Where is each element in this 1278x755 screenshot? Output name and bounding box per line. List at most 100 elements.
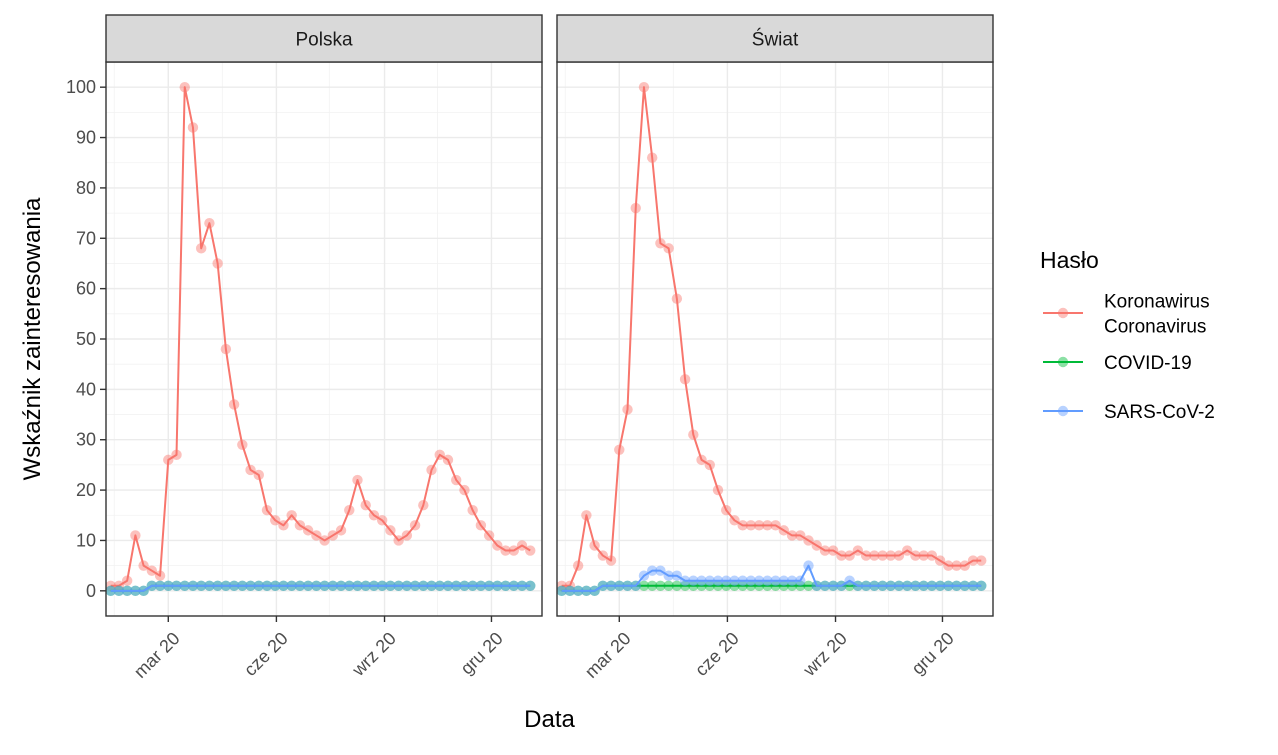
data-point-sars-cov-2 (827, 580, 839, 591)
data-point-koronawirus (572, 560, 584, 571)
data-point-sars-cov-2 (943, 580, 954, 591)
data-point-sars-cov-2 (614, 580, 625, 591)
data-point-koronawirus (844, 550, 855, 561)
y-tick-label: 20 (76, 480, 96, 500)
data-point-koronawirus (261, 505, 273, 516)
data-point-sars-cov-2 (426, 580, 437, 591)
data-point-sars-cov-2 (270, 580, 281, 591)
data-point-sars-cov-2 (910, 580, 921, 591)
data-point-sars-cov-2 (646, 565, 658, 576)
data-point-koronawirus (352, 474, 363, 486)
data-point-koronawirus (385, 525, 396, 536)
data-point-koronawirus (679, 374, 691, 385)
data-point-koronawirus (360, 500, 371, 511)
data-point-sars-cov-2 (729, 575, 740, 586)
data-point-sars-cov-2 (745, 575, 757, 586)
data-point-koronawirus (581, 510, 592, 521)
data-point-koronawirus (253, 469, 264, 481)
data-point-koronawirus (311, 530, 322, 541)
data-point-koronawirus (500, 545, 511, 556)
data-point-covid-19 (704, 580, 715, 591)
data-point-koronawirus (910, 550, 921, 561)
data-point-covid-19 (638, 580, 650, 591)
data-point-sars-cov-2 (311, 580, 322, 591)
y-tick-label: 40 (76, 379, 96, 399)
data-point-sars-cov-2 (483, 580, 495, 591)
data-point-sars-cov-2 (671, 570, 683, 581)
data-point-koronawirus (187, 122, 199, 133)
y-tick-label: 50 (76, 329, 96, 349)
data-point-covid-19 (729, 580, 740, 591)
data-point-sars-cov-2 (893, 580, 905, 591)
data-point-koronawirus (245, 464, 256, 476)
data-point-koronawirus (762, 520, 773, 531)
data-point-sars-cov-2 (442, 580, 454, 591)
data-point-sars-cov-2 (163, 580, 174, 591)
data-point-sars-cov-2 (286, 580, 297, 591)
data-point-covid-19 (721, 580, 732, 591)
legend-entry: Koronawirus Coronavirus (1043, 292, 1210, 338)
data-point-koronawirus (671, 293, 683, 304)
data-point-sars-cov-2 (113, 585, 125, 597)
data-point-sars-cov-2 (844, 575, 855, 586)
data-point-sars-cov-2 (877, 580, 888, 591)
data-point-sars-cov-2 (368, 580, 380, 591)
data-point-koronawirus (811, 540, 822, 551)
data-point-koronawirus (442, 454, 454, 466)
data-point-covid-19 (646, 580, 658, 591)
data-point-koronawirus (926, 550, 938, 561)
data-point-covid-19 (745, 580, 757, 591)
data-point-koronawirus (885, 550, 896, 561)
data-point-sars-cov-2 (212, 580, 223, 591)
data-point-sars-cov-2 (467, 580, 478, 591)
data-point-koronawirus (827, 545, 839, 556)
data-point-covid-19 (663, 580, 674, 591)
x-tick-label: cze 20 (691, 628, 743, 680)
data-point-koronawirus (852, 545, 864, 556)
data-point-koronawirus (146, 565, 158, 576)
data-point-sars-cov-2 (418, 580, 429, 591)
data-point-koronawirus (902, 545, 913, 556)
data-point-sars-cov-2 (581, 585, 592, 597)
legend-label: Koronawirus (1104, 292, 1210, 313)
data-point-sars-cov-2 (572, 585, 584, 597)
data-point-koronawirus (270, 515, 281, 526)
data-point-koronawirus (655, 238, 666, 249)
data-point-sars-cov-2 (712, 575, 724, 586)
data-point-covid-19 (688, 580, 699, 591)
data-point-sars-cov-2 (278, 580, 289, 591)
data-point-sars-cov-2 (918, 580, 929, 591)
data-point-covid-19 (778, 580, 790, 591)
data-point-koronawirus (943, 560, 954, 571)
data-point-koronawirus (451, 474, 462, 486)
data-point-sars-cov-2 (171, 580, 182, 591)
data-point-sars-cov-2 (508, 580, 519, 591)
data-point-sars-cov-2 (525, 580, 536, 591)
data-point-sars-cov-2 (696, 575, 707, 586)
data-point-sars-cov-2 (885, 580, 896, 591)
data-point-koronawirus (319, 535, 330, 546)
y-tick-label: 30 (76, 430, 96, 450)
data-point-sars-cov-2 (704, 575, 715, 586)
data-point-sars-cov-2 (245, 580, 256, 591)
data-point-koronawirus (860, 550, 872, 561)
data-point-sars-cov-2 (803, 560, 814, 571)
legend-entry: COVID-19 (1043, 353, 1192, 374)
data-point-covid-19 (655, 580, 666, 591)
data-point-koronawirus (959, 560, 970, 571)
data-point-sars-cov-2 (409, 580, 421, 591)
data-point-koronawirus (105, 580, 116, 591)
y-tick-label: 60 (76, 279, 96, 299)
data-point-koronawirus (976, 555, 987, 566)
data-point-covid-19 (770, 580, 781, 591)
legend-label: COVID-19 (1104, 353, 1192, 374)
x-tick-label: mar 20 (130, 628, 184, 682)
data-point-koronawirus (171, 449, 182, 461)
data-point-covid-19 (671, 580, 683, 591)
data-point-covid-19 (786, 580, 798, 591)
data-point-sars-cov-2 (492, 580, 503, 591)
data-point-sars-cov-2 (663, 570, 674, 581)
data-point-koronawirus (638, 81, 650, 93)
data-point-koronawirus (492, 540, 503, 551)
